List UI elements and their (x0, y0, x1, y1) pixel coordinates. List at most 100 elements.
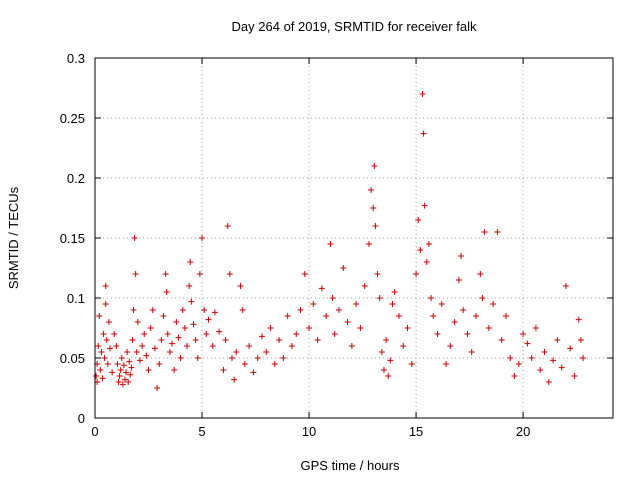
data-point (371, 163, 378, 169)
data-point (102, 283, 109, 289)
data-point (93, 373, 100, 379)
data-point (428, 295, 435, 301)
data-point (532, 325, 539, 331)
data-point (391, 289, 398, 295)
data-point (458, 253, 465, 259)
data-point (293, 331, 300, 337)
data-point (254, 355, 261, 361)
data-point (263, 349, 270, 355)
data-point (100, 331, 107, 337)
data-point (99, 375, 106, 382)
data-point (116, 373, 123, 379)
data-point (246, 343, 253, 349)
data-point (205, 316, 212, 323)
data-point (134, 319, 141, 325)
data-point (113, 343, 120, 349)
data-point (567, 345, 574, 352)
data-point (562, 283, 569, 289)
data-point (400, 343, 407, 349)
data-point (306, 325, 313, 331)
data-point (127, 371, 134, 378)
data-point (145, 367, 152, 373)
data-point (181, 325, 188, 331)
data-point (413, 271, 420, 277)
data-point (485, 325, 492, 331)
y-tick-label: 0.15 (60, 231, 85, 246)
data-point (331, 331, 338, 337)
data-point (147, 325, 154, 331)
data-point (520, 331, 527, 337)
data-point (494, 229, 501, 235)
data-point (301, 271, 308, 277)
data-point (124, 349, 131, 355)
data-point (131, 235, 138, 241)
data-point (177, 355, 184, 361)
data-point (162, 271, 169, 277)
data-point (241, 361, 248, 367)
data-point (239, 307, 246, 313)
data-point (179, 307, 186, 313)
data-point (154, 385, 161, 391)
data-point (106, 345, 113, 352)
data-point (231, 376, 238, 383)
data-point (220, 367, 227, 373)
data-point (329, 295, 336, 301)
data-point (353, 301, 360, 307)
data-point (216, 328, 223, 335)
data-point (194, 355, 201, 361)
data-point (224, 223, 231, 229)
x-tick-label: 0 (91, 424, 98, 439)
data-point (96, 313, 103, 319)
data-point (158, 337, 165, 343)
y-axis-ticks: 0 0.05 0.1 0.15 0.2 0.25 0.3 (60, 51, 613, 426)
data-point (455, 277, 462, 283)
plot-frame (94, 57, 614, 419)
data-point (280, 355, 287, 361)
data-point (550, 357, 557, 364)
data-point (97, 367, 104, 373)
data-point (545, 379, 552, 385)
x-axis-label: GPS time / hours (301, 458, 400, 473)
x-tick-label: 20 (516, 424, 530, 439)
data-point (233, 349, 240, 355)
x-axis-ticks: 0 5 10 15 20 (91, 58, 530, 439)
data-point (105, 319, 112, 325)
grid-lines (95, 58, 613, 418)
data-point (136, 357, 143, 364)
x-tick-label: 10 (302, 424, 316, 439)
data-point (502, 313, 509, 319)
data-point (98, 349, 105, 355)
data-point (340, 265, 347, 271)
data-point (370, 205, 377, 211)
data-point (348, 343, 355, 349)
data-point (404, 325, 411, 331)
data-point (258, 333, 265, 340)
data-point (477, 271, 484, 277)
data-point (389, 301, 396, 307)
data-point (378, 349, 385, 355)
data-point (237, 283, 244, 289)
data-point (199, 235, 206, 241)
data-point (580, 355, 587, 361)
data-point (385, 373, 392, 379)
data-point (365, 241, 372, 247)
data-point (163, 289, 170, 295)
data-point (123, 369, 130, 376)
data-point (141, 331, 148, 337)
data-point (511, 373, 518, 379)
data-point (318, 285, 325, 292)
data-point (395, 313, 402, 319)
y-tick-label: 0.1 (67, 291, 85, 306)
data-point (143, 352, 150, 359)
data-point (361, 283, 368, 289)
data-point (118, 355, 125, 361)
data-point (164, 331, 171, 337)
data-point (430, 313, 437, 319)
data-point (314, 337, 321, 343)
data-point (187, 259, 194, 265)
data-point (119, 381, 126, 388)
data-point (498, 337, 505, 343)
data-point (188, 298, 195, 305)
data-point (417, 247, 424, 253)
